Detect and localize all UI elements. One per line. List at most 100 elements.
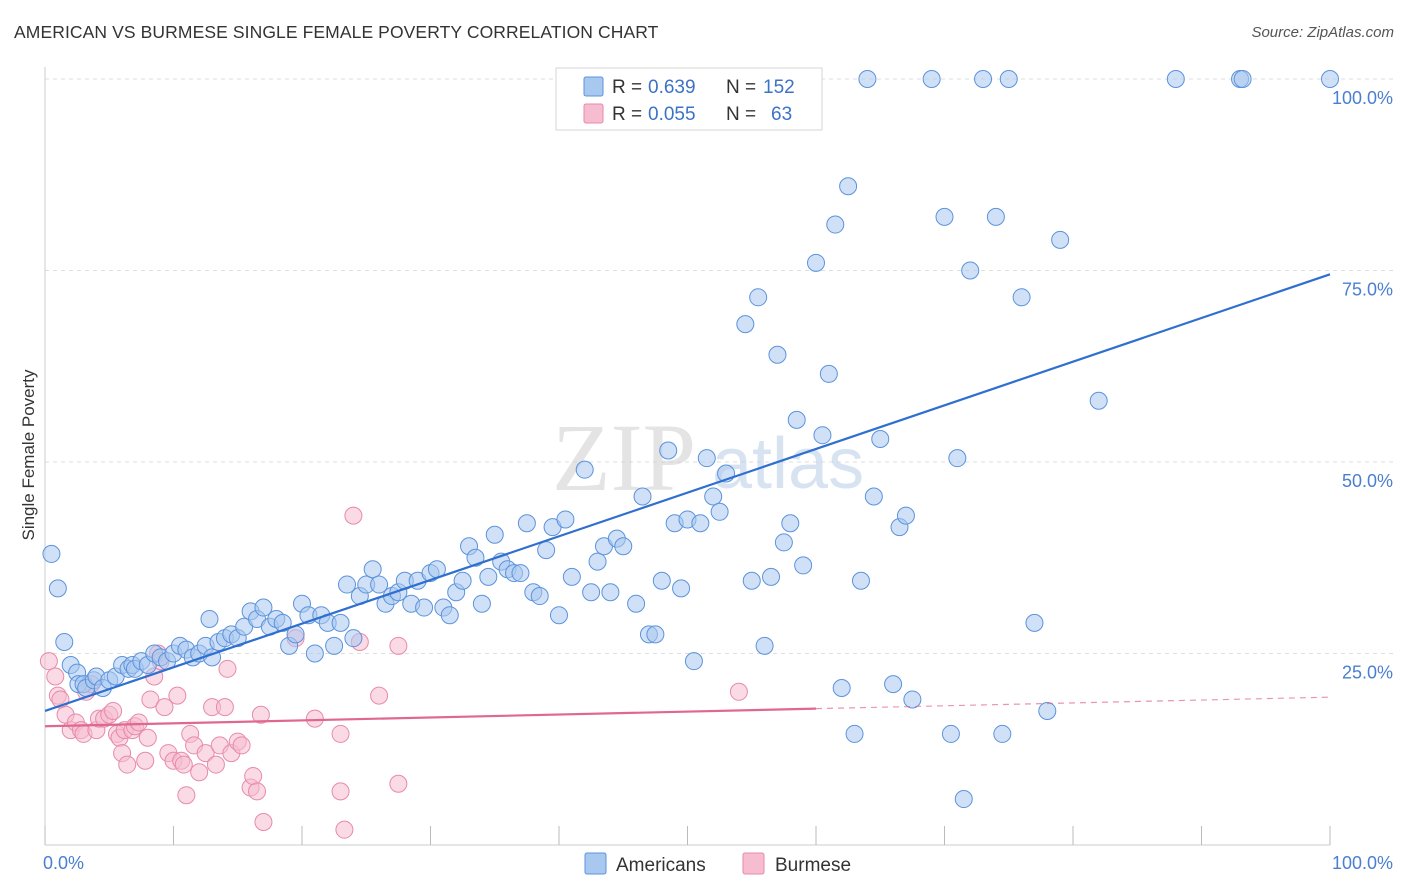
americans-point	[479, 567, 498, 586]
americans-point	[813, 426, 832, 445]
legend-n-value-americans: 152	[763, 77, 795, 98]
americans-point	[858, 70, 877, 88]
americans-point	[466, 548, 485, 567]
americans-point	[787, 410, 806, 429]
burmese-point	[104, 701, 123, 720]
burmese-point	[215, 698, 234, 717]
y-tick-label: 25.0%	[1342, 663, 1393, 683]
y-tick-label: 75.0%	[1342, 280, 1393, 300]
americans-point	[974, 70, 993, 88]
x-tick-label: 0.0%	[43, 853, 84, 873]
legend-n-label-burmese: N =	[726, 104, 756, 125]
americans-points	[42, 70, 1339, 809]
burmese-point	[196, 744, 215, 763]
americans-point	[762, 567, 781, 586]
americans-point	[55, 633, 74, 652]
americans-point	[896, 506, 915, 525]
legend-r-value-americans: 0.639	[648, 77, 696, 98]
americans-point	[999, 70, 1018, 88]
americans-point	[363, 560, 382, 579]
americans-point	[864, 487, 883, 506]
americans-point	[550, 606, 568, 625]
americans-point	[325, 636, 344, 655]
watermark-atlas: atlas	[712, 424, 864, 504]
americans-point	[672, 579, 691, 598]
burmese-point	[206, 755, 225, 774]
legend-n-value-burmese: 63	[771, 104, 792, 125]
americans-point	[530, 587, 549, 606]
americans-point	[884, 675, 903, 694]
americans-point	[472, 594, 491, 613]
americans-point	[704, 487, 723, 506]
legend-n-label-americans: N =	[726, 77, 756, 98]
burmese-point	[251, 705, 270, 724]
burmese-point	[218, 659, 237, 678]
burmese-trend-line	[44, 707, 817, 728]
burmese-point	[389, 636, 408, 655]
chart-title: AMERICAN VS BURMESE SINGLE FEMALE POVERT…	[14, 22, 659, 42]
americans-point	[948, 449, 967, 468]
y-axis-label: Single Female Poverty	[19, 369, 38, 541]
americans-point	[922, 70, 941, 88]
americans-point	[768, 345, 787, 364]
americans-point	[1166, 70, 1185, 88]
burmese-point	[141, 690, 160, 709]
americans-point	[826, 215, 845, 234]
americans-point	[646, 625, 665, 644]
correlation-legend: R = 0.639 N = 152 R = 0.055 N = 63	[555, 67, 823, 131]
burmese-point	[344, 506, 363, 525]
americans-point	[954, 790, 973, 809]
burmese-point	[190, 763, 209, 782]
americans-point	[627, 594, 646, 613]
burmese-point	[39, 652, 58, 671]
americans-point	[453, 571, 472, 590]
americans-point	[1233, 70, 1252, 88]
americans-point	[614, 537, 633, 556]
burmese-point	[138, 728, 157, 747]
burmese-point	[331, 782, 350, 801]
americans-point	[961, 261, 980, 280]
americans-point	[601, 583, 620, 602]
americans-point	[935, 207, 954, 226]
americans-point	[839, 177, 858, 196]
americans-point	[993, 724, 1012, 743]
y-tick-label: 100.0%	[1332, 88, 1393, 108]
tick-labels: 25.0% 50.0% 75.0% 100.0% 0.0% 100.0%	[43, 88, 1393, 873]
americans-point	[871, 430, 890, 449]
americans-point	[736, 315, 755, 334]
americans-point	[832, 678, 851, 697]
americans-point	[1051, 230, 1070, 249]
americans-point	[588, 552, 607, 571]
burmese-point	[389, 774, 408, 793]
americans-point	[684, 652, 703, 671]
burmese-trend-extension	[815, 696, 1331, 710]
americans-point	[331, 613, 350, 632]
americans-point	[851, 571, 870, 590]
americans-point	[537, 541, 556, 560]
burmese-point	[168, 686, 187, 705]
series-legend-burmese: Burmese	[775, 855, 851, 876]
americans-point	[749, 288, 768, 307]
americans-point	[697, 449, 716, 468]
legend-swatch-americans	[583, 76, 604, 97]
burmese-point	[331, 724, 350, 743]
burmese-point	[305, 709, 324, 728]
burmese-point	[118, 755, 137, 774]
americans-point	[48, 579, 67, 598]
burmese-point	[244, 767, 263, 786]
americans-point	[305, 644, 324, 663]
americans-point	[710, 502, 729, 521]
series-legend-swatch-americans	[584, 852, 607, 875]
burmese-point	[46, 667, 65, 686]
americans-point	[742, 571, 761, 590]
americans-point	[344, 629, 363, 648]
americans-point	[273, 613, 292, 632]
burmese-point	[729, 682, 748, 701]
americans-point	[485, 525, 504, 544]
americans-point	[337, 575, 356, 594]
americans-point	[986, 207, 1005, 226]
americans-point	[652, 571, 671, 590]
americans-point	[1025, 613, 1044, 632]
americans-point	[370, 575, 389, 594]
americans-point	[807, 253, 825, 272]
